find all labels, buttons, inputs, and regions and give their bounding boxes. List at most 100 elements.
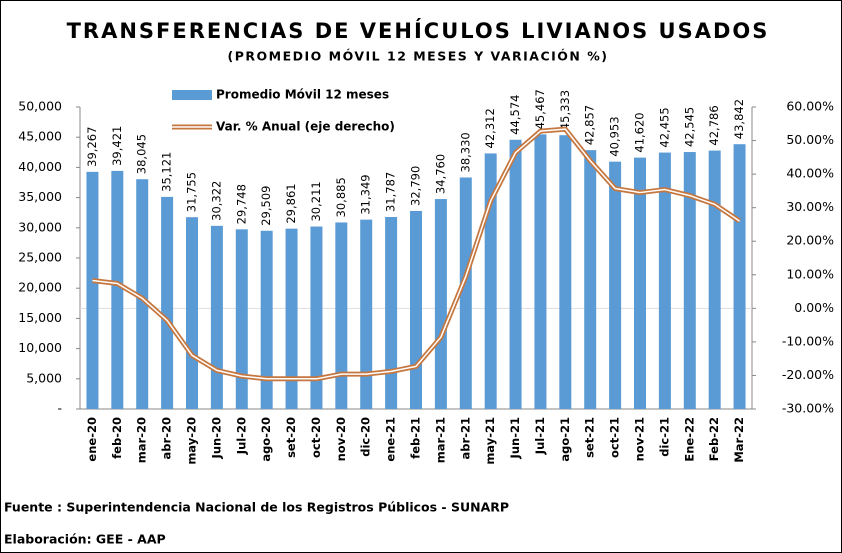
bar [434, 199, 447, 409]
bar [534, 134, 547, 409]
legend-swatch [172, 90, 212, 100]
value-label: 45,333 [558, 90, 572, 130]
value-label: 42,312 [483, 108, 497, 148]
value-label: 31,349 [359, 174, 373, 214]
x-tick-label: dic-21 [657, 417, 671, 457]
credit-note: Elaboración: GEE - AAP [4, 532, 166, 547]
value-label: 39,267 [85, 127, 99, 167]
bar [410, 210, 422, 409]
x-tick-label: feb-20 [110, 417, 124, 459]
bar [136, 179, 149, 409]
y-tick-label: 20,000 [18, 280, 62, 295]
bar [385, 217, 398, 409]
y2-tick-label: 0.00% [794, 300, 834, 315]
bar [609, 161, 622, 409]
bar [509, 139, 522, 409]
y-tick-label: 45,000 [18, 129, 62, 144]
value-label: 31,787 [384, 172, 398, 212]
bar [111, 170, 124, 409]
value-label: 42,857 [583, 105, 597, 145]
x-tick-label: Ene-22 [682, 417, 696, 462]
value-label: 43,842 [732, 99, 746, 139]
legend-label: Promedio Móvil 12 meses [216, 88, 389, 102]
x-tick-label: ene-21 [384, 417, 398, 462]
x-tick-label: Jul-21 [533, 417, 547, 455]
x-tick-label: oct-20 [309, 417, 323, 458]
bar [733, 144, 746, 409]
y-tick-label: 50,000 [18, 99, 62, 114]
value-label: 44,574 [508, 95, 522, 135]
x-tick-label: dic-20 [359, 417, 373, 457]
value-label: 31,755 [185, 172, 199, 212]
value-label: 29,509 [259, 186, 273, 226]
bar [360, 219, 373, 409]
chart-subtitle: (PROMEDIO MÓVIL 12 MESES Y VARIACIÓN %) [228, 49, 609, 64]
y2-tick-label: 30.00% [786, 199, 834, 214]
y2-tick-label: 40.00% [786, 166, 834, 181]
x-tick-label: ago-20 [259, 417, 273, 462]
y-tick-label: 25,000 [18, 250, 62, 265]
bar [210, 225, 223, 409]
y-tick-label: 40,000 [18, 159, 62, 174]
value-label: 39,421 [110, 126, 124, 166]
x-tick-label: Feb-22 [707, 417, 721, 461]
x-tick-label: mar-21 [433, 417, 447, 463]
x-tick-label: oct-21 [608, 417, 622, 458]
y2-tick-label: -20.00% [782, 367, 834, 382]
bar [459, 177, 472, 409]
x-tick-label: feb-21 [409, 417, 423, 459]
bar [235, 229, 248, 409]
bar [559, 135, 572, 410]
y2-tick-label: 10.00% [786, 266, 834, 281]
bar [86, 171, 99, 409]
value-label: 30,322 [209, 181, 223, 221]
value-label: 32,790 [409, 166, 423, 206]
value-label: 40,953 [608, 116, 622, 156]
x-tick-label: nov-20 [334, 417, 348, 461]
value-label: 42,786 [707, 105, 721, 145]
x-tick-label: abr-20 [160, 417, 174, 459]
bar [708, 150, 721, 409]
value-label: 38,330 [458, 132, 472, 172]
y-tick-label: 10,000 [18, 340, 62, 355]
x-tick-label: ago-21 [558, 417, 572, 462]
value-label: 34,760 [433, 154, 447, 194]
bar [335, 222, 348, 409]
value-label: 41,620 [633, 112, 647, 152]
line-highlight [92, 128, 740, 380]
bar [658, 152, 671, 410]
value-label: 45,467 [533, 89, 547, 129]
y2-tick-label: 50.00% [786, 132, 834, 147]
x-tick-label: set-20 [284, 417, 298, 458]
value-label: 29,748 [234, 184, 248, 224]
y-tick-label: 5,000 [26, 370, 62, 385]
y-tick-label: 30,000 [18, 219, 62, 234]
x-tick-label: Jun-21 [508, 417, 522, 459]
bar [683, 152, 696, 409]
y2-tick-label: 60.00% [786, 99, 834, 114]
bar [285, 228, 298, 409]
x-tick-label: Jun-20 [209, 417, 223, 459]
x-tick-label: abr-21 [458, 417, 472, 459]
y2-tick-label: -10.00% [782, 333, 834, 348]
x-tick-label: ene-20 [85, 417, 99, 462]
x-tick-label: nov-21 [633, 417, 647, 461]
x-tick-label: mar-20 [135, 417, 149, 463]
value-label: 29,861 [284, 183, 298, 223]
bar [161, 196, 174, 409]
source-note: Fuente : Superintendencia Nacional de lo… [4, 500, 509, 515]
y2-tick-label: 20.00% [786, 233, 834, 248]
value-label: 42,545 [682, 107, 696, 147]
value-label: 30,885 [334, 177, 348, 217]
legend-label: Var. % Anual (eje derecho) [216, 120, 395, 134]
value-label: 35,121 [160, 152, 174, 192]
y-tick-label: 35,000 [18, 189, 62, 204]
x-tick-label: Mar-22 [732, 417, 746, 463]
bar [260, 230, 273, 409]
x-tick-label: may-20 [185, 417, 199, 465]
bar [310, 226, 323, 409]
value-label: 38,045 [135, 134, 149, 174]
y2-tick-label: -30.00% [782, 401, 834, 416]
y-tick-label: - [57, 401, 62, 416]
